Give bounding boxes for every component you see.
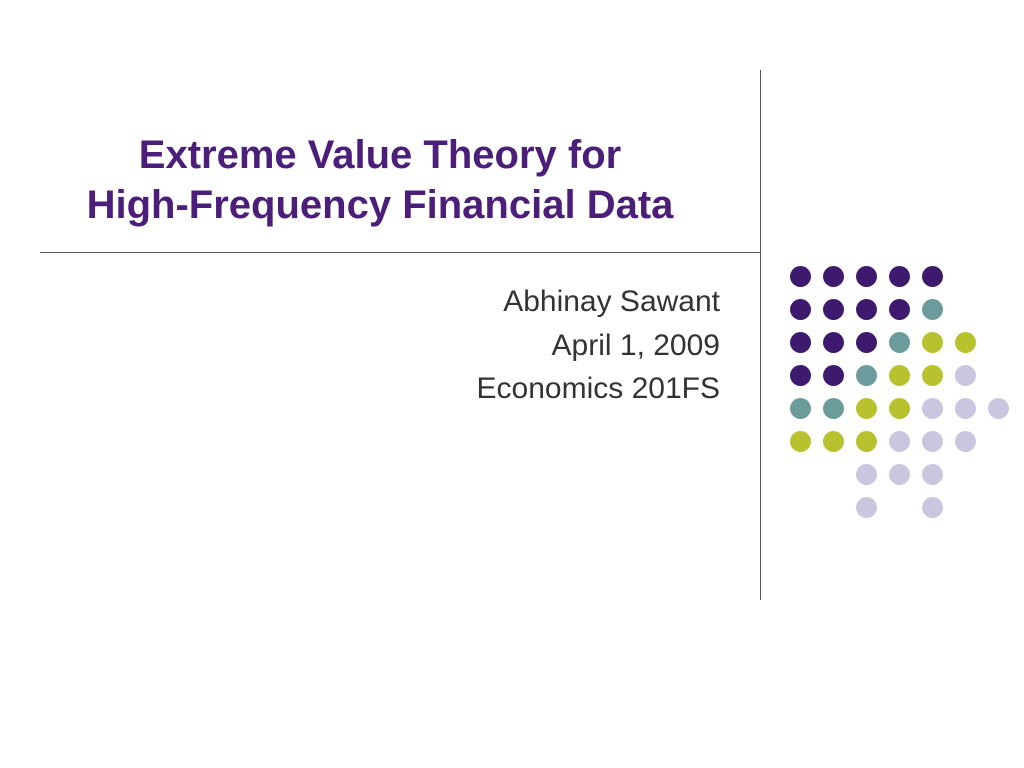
decor-dot <box>856 398 877 419</box>
presentation-date: April 1, 2009 <box>40 324 720 368</box>
decor-dot <box>922 464 943 485</box>
decor-dot <box>922 299 943 320</box>
decor-dot <box>823 299 844 320</box>
decor-dot <box>955 332 976 353</box>
slide-subtitle: Abhinay Sawant April 1, 2009 Economics 2… <box>40 280 720 411</box>
decor-dot <box>823 365 844 386</box>
title-line-2: High-Frequency Financial Data <box>87 183 674 227</box>
decor-dot <box>790 266 811 287</box>
vertical-divider <box>760 70 761 600</box>
decor-dot <box>856 299 877 320</box>
presentation-slide: Extreme Value Theory for High-Frequency … <box>0 0 1024 768</box>
decor-dot <box>823 332 844 353</box>
course-code: Economics 201FS <box>40 367 720 411</box>
decor-dot <box>922 332 943 353</box>
decor-dot <box>856 365 877 386</box>
decor-dot <box>955 398 976 419</box>
decor-dot <box>823 431 844 452</box>
decor-dot <box>889 398 910 419</box>
decor-dot <box>823 266 844 287</box>
decor-dot <box>889 365 910 386</box>
decor-dot <box>790 431 811 452</box>
decor-dot <box>856 332 877 353</box>
decor-dot <box>922 497 943 518</box>
title-line-1: Extreme Value Theory for <box>139 133 621 177</box>
decor-dot <box>955 431 976 452</box>
decor-dot <box>955 365 976 386</box>
horizontal-divider <box>40 252 760 253</box>
decor-dot <box>856 497 877 518</box>
decor-dot <box>790 299 811 320</box>
decor-dot <box>790 398 811 419</box>
decor-dot <box>922 365 943 386</box>
decor-dot <box>856 431 877 452</box>
decor-dot <box>823 398 844 419</box>
slide-title: Extreme Value Theory for High-Frequency … <box>40 130 720 230</box>
decor-dot <box>790 365 811 386</box>
author-name: Abhinay Sawant <box>40 280 720 324</box>
decor-dot <box>889 431 910 452</box>
decor-dot <box>889 299 910 320</box>
decor-dot <box>790 332 811 353</box>
decor-dot <box>922 398 943 419</box>
decor-dot <box>889 266 910 287</box>
decor-dot <box>889 332 910 353</box>
decor-dot <box>988 398 1009 419</box>
decor-dot <box>856 266 877 287</box>
decor-dot <box>856 464 877 485</box>
decor-dot <box>889 464 910 485</box>
decor-dot <box>922 431 943 452</box>
decor-dot <box>922 266 943 287</box>
